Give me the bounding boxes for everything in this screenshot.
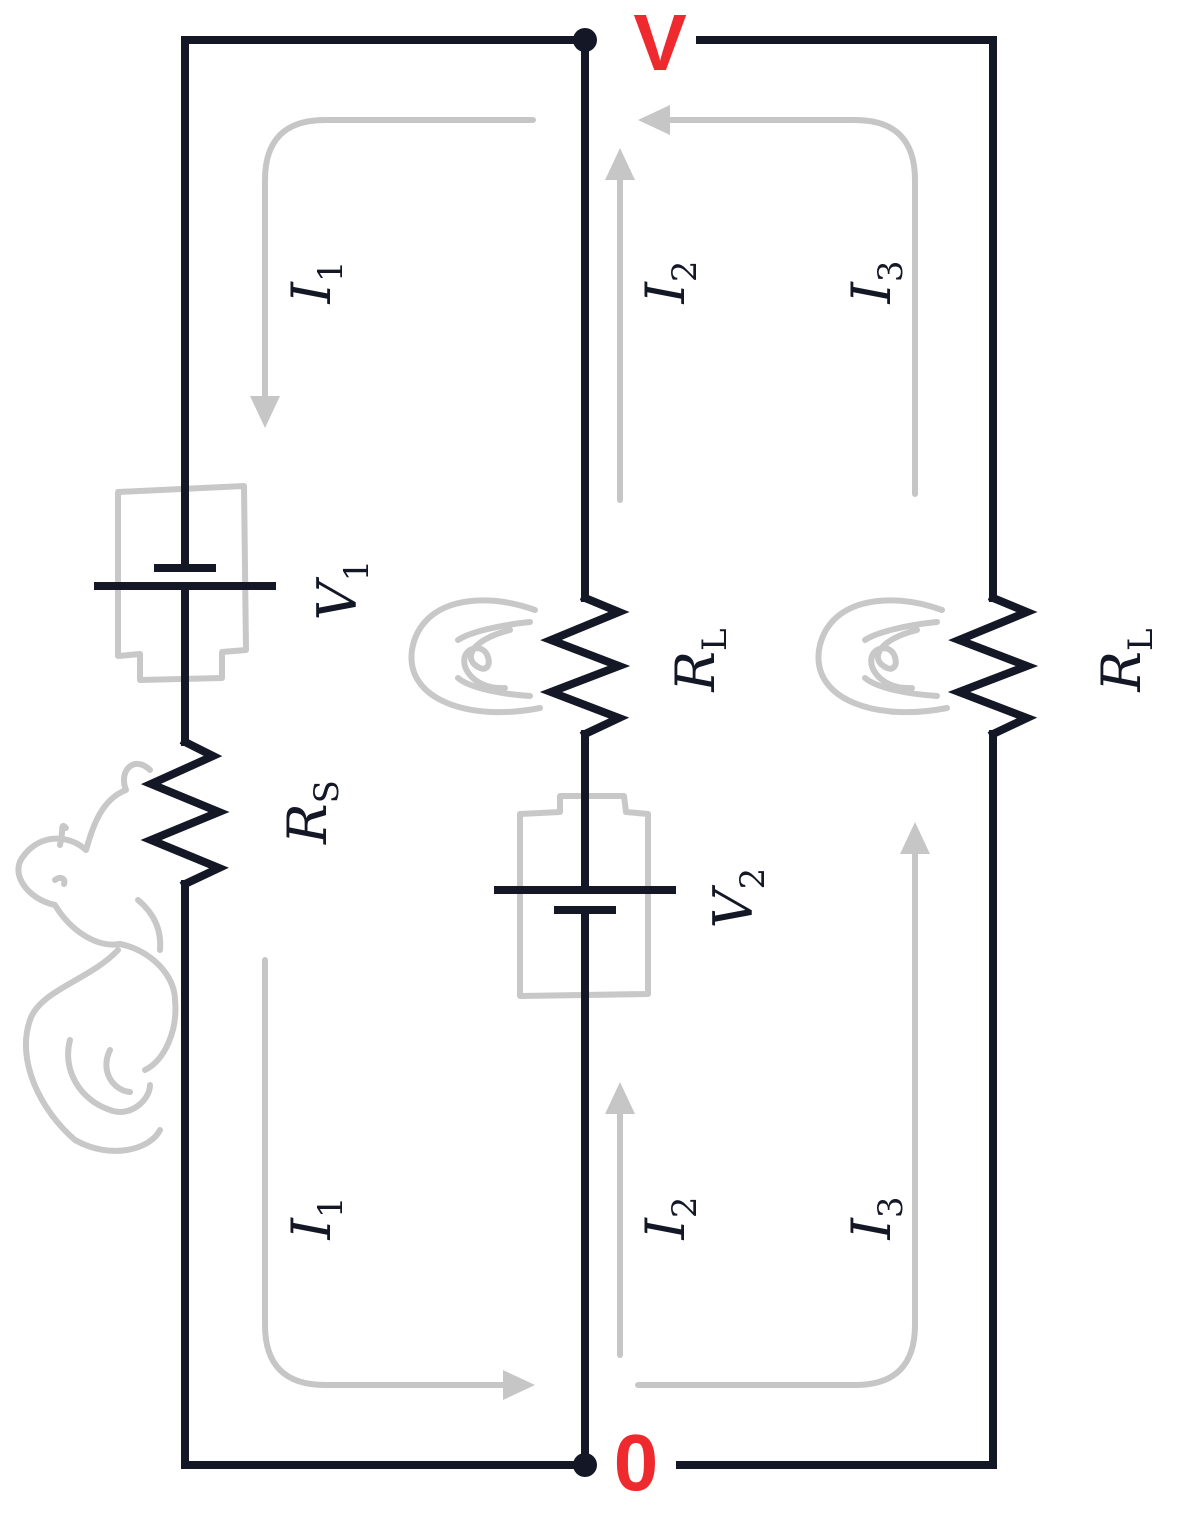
label-i3-top: I3 (840, 261, 911, 305)
right-branch-wire-top (696, 36, 997, 602)
right-branch-wire-bottom (676, 730, 997, 1469)
resistor-rs (140, 736, 230, 890)
label-rl-middle: RL (664, 628, 735, 692)
svg-text:I3: I3 (840, 1197, 911, 1241)
svg-text:RL: RL (664, 628, 735, 692)
resistor-rl-right (947, 592, 1039, 740)
svg-text:I1: I1 (280, 261, 351, 305)
svg-text:I2: I2 (634, 1197, 705, 1241)
current-i3-bottom-arrow (635, 822, 930, 1388)
squirrel-icon (15, 761, 179, 1154)
svg-text:I2: I2 (634, 261, 705, 305)
label-i2-top: I2 (634, 261, 705, 305)
svg-text:RS: RS (276, 780, 347, 845)
current-i1-bottom-arrow (262, 957, 535, 1400)
circuit-wires (181, 36, 997, 1469)
battery-icon-v2 (517, 793, 651, 999)
current-i1-top-arrow (250, 117, 536, 428)
node-label-bottom: 0 (614, 1418, 659, 1507)
lightbulb-icon-middle (408, 597, 543, 716)
current-i2-bottom-arrow (605, 1082, 635, 1358)
battery-icon-v1 (115, 483, 249, 683)
battery-v2 (494, 886, 676, 914)
lightbulb-icon-right (815, 597, 950, 716)
current-i3-top-arrow (638, 105, 918, 497)
label-rl-right: RL (1090, 628, 1161, 692)
battery-v1 (94, 564, 276, 590)
svg-text:I3: I3 (840, 261, 911, 305)
label-i1-top: I1 (280, 261, 351, 305)
svg-text:V1: V1 (306, 560, 377, 621)
label-i3-bottom: I3 (840, 1197, 911, 1241)
left-branch-wire-top (181, 36, 589, 572)
resistor-rl-middle (539, 592, 631, 740)
label-i2-bottom: I2 (634, 1197, 705, 1241)
label-v2: V2 (702, 868, 773, 929)
current-i2-top-arrow (605, 148, 635, 503)
label-v1: V1 (306, 560, 377, 621)
left-branch-wire-bottom (181, 880, 589, 1469)
label-i1-bottom: I1 (280, 1197, 351, 1241)
svg-text:V2: V2 (702, 868, 773, 929)
junction-bottom-dot (573, 1453, 597, 1477)
node-label-top: V (633, 0, 686, 87)
svg-text:RL: RL (1090, 628, 1161, 692)
label-rs: RS (276, 780, 347, 845)
svg-text:I1: I1 (280, 1197, 351, 1241)
junction-top-dot (573, 28, 597, 52)
